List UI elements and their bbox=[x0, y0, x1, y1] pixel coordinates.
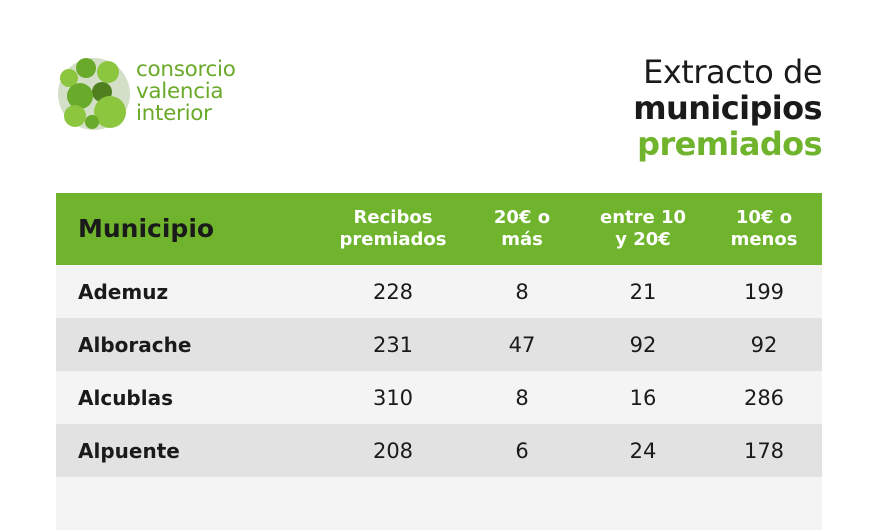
cell-municipio: Alborache bbox=[78, 332, 192, 357]
cell-recibos: 228 bbox=[372, 279, 414, 304]
cell-mas20: 47 bbox=[508, 332, 536, 357]
logo-mark-icon bbox=[58, 58, 130, 130]
cell-menos10: 92 bbox=[750, 332, 778, 357]
table-row-partial bbox=[56, 477, 822, 530]
cell-municipio: Alpuente bbox=[78, 438, 180, 463]
cell-recibos: 231 bbox=[372, 332, 414, 357]
cell-entre: 92 bbox=[629, 332, 657, 357]
cell-menos10: 199 bbox=[743, 279, 785, 304]
cell-recibos: 310 bbox=[372, 385, 414, 410]
cell-menos10: 178 bbox=[743, 438, 785, 463]
table-row: Alpuente 208 6 24 178 bbox=[56, 424, 822, 477]
cell-entre: 16 bbox=[629, 385, 657, 410]
title-line-2: municipios bbox=[633, 89, 822, 127]
logo-line-2: valencia bbox=[136, 79, 224, 104]
consorcio-logo: consorcio valencia interior bbox=[56, 56, 266, 132]
table-header: Municipio Recibos premiados 20€ o más en… bbox=[56, 193, 822, 265]
page-title: Extracto de municipios premiados bbox=[633, 54, 822, 162]
table-row: Ademuz 228 8 21 199 bbox=[56, 265, 822, 318]
header-menos10: 10€ o menos bbox=[730, 207, 798, 250]
logo-text: consorcio valencia interior bbox=[136, 59, 236, 125]
cell-municipio: Alcublas bbox=[78, 385, 173, 410]
header-mas20: 20€ o más bbox=[493, 207, 551, 250]
cell-mas20: 8 bbox=[515, 385, 529, 410]
header-recibos: Recibos premiados bbox=[339, 207, 447, 250]
municipios-table: Municipio Recibos premiados 20€ o más en… bbox=[56, 193, 822, 530]
header-municipio: Municipio bbox=[78, 214, 215, 243]
cell-menos10: 286 bbox=[743, 385, 785, 410]
cell-mas20: 8 bbox=[515, 279, 529, 304]
title-line-1: Extracto de bbox=[643, 53, 822, 91]
cell-entre: 21 bbox=[629, 279, 657, 304]
title-line-3: premiados bbox=[637, 125, 822, 163]
cell-municipio: Ademuz bbox=[78, 279, 169, 304]
table-row: Alcublas 310 8 16 286 bbox=[56, 371, 822, 424]
logo-line-3: interior bbox=[136, 101, 212, 126]
table-row: Alborache 231 47 92 92 bbox=[56, 318, 822, 371]
logo-line-1: consorcio bbox=[136, 57, 236, 82]
header-entre: entre 10 y 20€ bbox=[599, 207, 687, 250]
cell-entre: 24 bbox=[629, 438, 657, 463]
cell-mas20: 6 bbox=[515, 438, 529, 463]
cell-recibos: 208 bbox=[372, 438, 414, 463]
